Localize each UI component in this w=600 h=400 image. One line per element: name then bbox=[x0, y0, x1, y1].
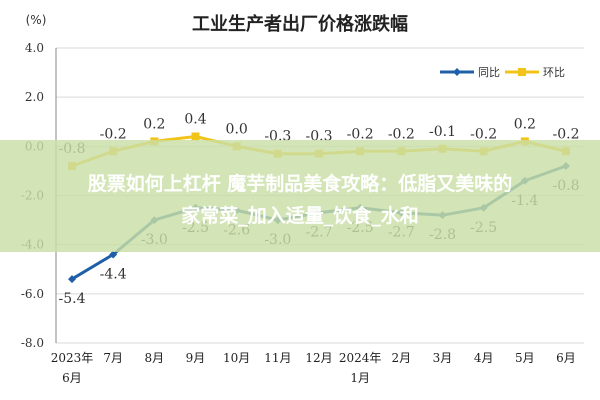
y-axis-unit: (%) bbox=[26, 13, 47, 27]
data-point-yoy bbox=[68, 275, 76, 284]
x-tick-label: 9月 bbox=[186, 351, 206, 365]
y-tick-label: -8.0 bbox=[21, 336, 44, 350]
legend-label-mom: 环比 bbox=[543, 66, 565, 79]
data-point-mom bbox=[191, 132, 200, 141]
x-tick-label: 2月 bbox=[392, 351, 412, 365]
x-tick-label: 8月 bbox=[145, 351, 165, 365]
chart-title: 工业生产者出厂价格涨跌幅 bbox=[192, 13, 408, 35]
x-tick-label: 12月 bbox=[305, 351, 332, 365]
data-label-mom: -0.2 bbox=[470, 126, 497, 142]
legend-marker-mom bbox=[518, 68, 526, 76]
x-axis-ticks: 2023年 6月 7月 8月 9月 10月 11月 12月 2024年 1月 2月 3月 4月 5月 6月 bbox=[51, 351, 576, 385]
overlay-line-2: 家常菜_加入适量_饮食_水和 bbox=[181, 204, 419, 227]
legend-marker-yoy bbox=[453, 68, 461, 76]
data-label-yoy: -4.4 bbox=[100, 267, 127, 283]
data-label-mom: -0.2 bbox=[388, 126, 415, 142]
x-tick-label: 10月 bbox=[223, 351, 250, 365]
legend-label-yoy: 同比 bbox=[478, 66, 500, 79]
x-tick-label: 2024年 1月 bbox=[339, 351, 382, 385]
x-tick-label: 2023年 6月 bbox=[51, 351, 94, 385]
data-label-mom: 0.2 bbox=[514, 116, 536, 132]
data-label-mom: 0.0 bbox=[226, 121, 248, 137]
data-label-mom: -0.2 bbox=[553, 126, 580, 142]
x-tick-label: 4月 bbox=[474, 351, 494, 365]
data-label-mom: -0.2 bbox=[100, 126, 127, 142]
x-tick-label: 5月 bbox=[515, 351, 535, 365]
x-tick-label: 11月 bbox=[264, 351, 291, 365]
x-tick-label: 3月 bbox=[433, 351, 453, 365]
x-tick-label: 7月 bbox=[103, 351, 123, 365]
overlay-line-1: 股票如何上杠杆 魔芋制品美食攻略：低脂又美味的 bbox=[88, 172, 513, 195]
data-label-mom: -0.1 bbox=[429, 124, 456, 140]
data-label-yoy: -5.4 bbox=[59, 291, 86, 307]
y-tick-label: 4.0 bbox=[25, 41, 44, 55]
data-point-yoy bbox=[109, 250, 118, 259]
y-tick-label: -6.0 bbox=[21, 287, 44, 301]
data-label-mom: 0.4 bbox=[184, 112, 206, 128]
x-tick-label: 6月 bbox=[556, 351, 576, 365]
data-label-mom: 0.2 bbox=[143, 116, 165, 132]
overlay-banner: 股票如何上杠杆 魔芋制品美食攻略：低脂又美味的 家常菜_加入适量_饮食_水和 bbox=[0, 140, 600, 252]
data-label-mom: -0.2 bbox=[347, 126, 374, 142]
y-tick-label: 2.0 bbox=[25, 90, 44, 104]
legend: 同比 环比 bbox=[440, 66, 565, 79]
overlay-background bbox=[0, 140, 600, 252]
